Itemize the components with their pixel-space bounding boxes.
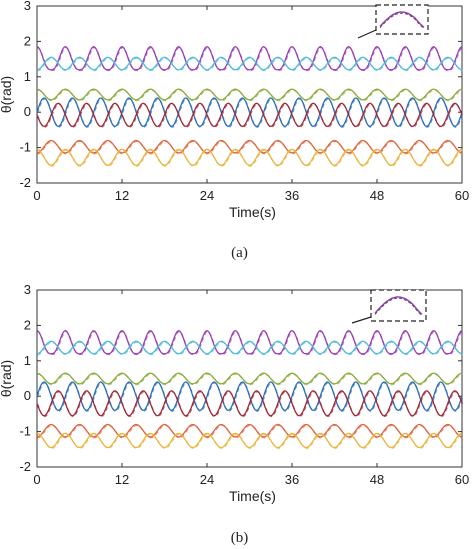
plot-area-frame [36, 289, 463, 468]
zoom-inset-box [375, 4, 429, 35]
y-tick-label: 2 [24, 317, 31, 332]
x-tick-label: 60 [455, 472, 469, 487]
x-tick-label: 12 [115, 188, 129, 203]
zoom-inset-pointer [351, 316, 372, 324]
series-line-0 [36, 46, 463, 71]
zoom-inset-reference-curve [379, 12, 425, 29]
y-tick-label: 1 [24, 69, 31, 84]
y-tick-label: -1 [19, 140, 31, 155]
y-tick-label: 3 [24, 282, 31, 297]
y-tick-label: 1 [24, 353, 31, 368]
series-reference-line-0 [37, 46, 463, 72]
series-line-1 [36, 56, 463, 71]
x-axis-label-b: Time(s) [229, 488, 276, 504]
series-line-6 [36, 432, 463, 449]
series-reference-line-2 [37, 89, 463, 102]
y-tick-label: -2 [19, 459, 31, 474]
x-tick-label: 48 [370, 188, 384, 203]
series-reference-line-5 [37, 140, 463, 155]
series-line-4 [36, 390, 463, 417]
series-reference-line-5 [37, 424, 463, 439]
x-tick-label: 36 [285, 188, 299, 203]
y-tick-label: -1 [19, 424, 31, 439]
panel-caption-b: (b) [231, 530, 249, 546]
series-line-4 [36, 102, 463, 128]
series-reference-line-4 [36, 391, 464, 418]
x-tick-label: 0 [33, 188, 40, 203]
x-tick-label: 24 [200, 188, 214, 203]
series-line-2 [36, 88, 463, 101]
series-reference-line-6 [37, 433, 463, 449]
series-reference-line-0 [37, 330, 463, 356]
series-line-6 [36, 148, 463, 166]
x-tick-label: 12 [115, 472, 129, 487]
x-tick-label: 60 [455, 188, 469, 203]
series-line-3 [36, 381, 463, 412]
series-reference-line-6 [37, 149, 463, 167]
zoom-inset-pointer [357, 29, 377, 39]
series-line-5 [36, 423, 463, 438]
y-tick-label: 0 [24, 104, 31, 119]
series-line-5 [36, 139, 463, 154]
x-axis-label-a: Time(s) [229, 204, 276, 220]
zoom-inset-box [370, 289, 427, 322]
series-reference-line-1 [37, 57, 463, 72]
y-tick-label: 3 [24, 0, 31, 13]
x-tick-label: 0 [33, 472, 40, 487]
zoom-inset-curve [379, 11, 425, 28]
series-reference-line-1 [37, 341, 463, 356]
y-tick-label: 2 [24, 33, 31, 48]
x-tick-label: 24 [200, 472, 214, 487]
y-tick-label: -2 [19, 175, 31, 190]
series-line-0 [36, 330, 463, 355]
panel-caption-a: (a) [231, 245, 248, 261]
zoom-inset-curve [374, 296, 423, 315]
series-line-3 [36, 97, 463, 128]
y-tick-label: 0 [24, 388, 31, 403]
x-tick-label: 48 [370, 472, 384, 487]
series-reference-line-2 [37, 373, 463, 386]
y-axis-label-a: θ(rad) [0, 76, 14, 113]
series-reference-line-3 [36, 382, 464, 412]
series-line-2 [36, 372, 463, 385]
zoom-inset-reference-curve [374, 297, 423, 316]
plot-area-frame [36, 5, 463, 184]
x-tick-label: 36 [285, 472, 299, 487]
series-line-1 [36, 340, 463, 355]
y-axis-label-b: θ(rad) [0, 360, 14, 397]
